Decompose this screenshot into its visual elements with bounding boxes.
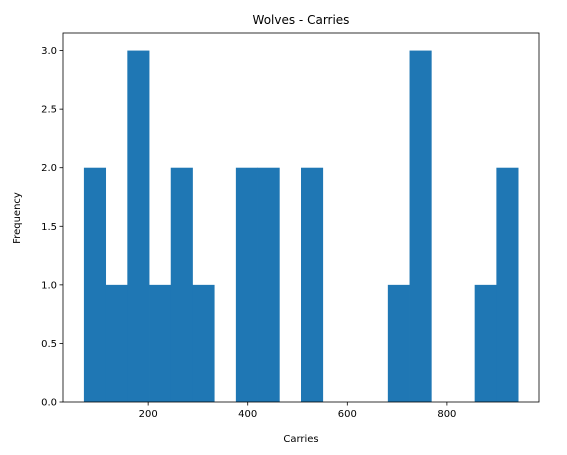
bars-group bbox=[83, 50, 519, 402]
y-axis-ticks: 0.0 0.5 1.0 1.5 2.0 2.5 3.0 bbox=[41, 46, 63, 409]
y-tick-label: 1.0 bbox=[41, 280, 57, 291]
histogram-bar bbox=[409, 50, 432, 402]
x-tick-label: 200 bbox=[139, 409, 158, 420]
histogram-bar bbox=[387, 284, 410, 402]
histogram-bar bbox=[127, 50, 150, 402]
histogram-bar bbox=[474, 284, 497, 402]
histogram-bar bbox=[105, 284, 128, 402]
y-tick-label: 2.5 bbox=[41, 105, 57, 116]
y-tick-label: 2.0 bbox=[41, 163, 57, 174]
x-tick-label: 800 bbox=[437, 409, 456, 420]
histogram-bar bbox=[257, 167, 280, 402]
x-tick-label: 600 bbox=[338, 409, 357, 420]
histogram-bar bbox=[496, 167, 519, 402]
histogram-bar bbox=[149, 284, 172, 402]
chart-title: Wolves - Carries bbox=[253, 13, 350, 27]
histogram-bar bbox=[301, 167, 324, 402]
histogram-bar bbox=[170, 167, 193, 402]
y-tick-label: 3.0 bbox=[41, 46, 57, 57]
histogram-bar bbox=[83, 167, 107, 402]
x-axis-ticks: 200 400 600 800 bbox=[139, 402, 456, 420]
y-tick-label: 0.0 bbox=[41, 398, 57, 409]
x-tick-label: 400 bbox=[238, 409, 257, 420]
histogram-bar bbox=[192, 284, 215, 402]
x-axis-label: Carries bbox=[283, 434, 318, 445]
y-tick-label: 0.5 bbox=[41, 339, 57, 350]
histogram-bar bbox=[235, 167, 258, 402]
y-tick-label: 1.5 bbox=[41, 222, 57, 233]
y-axis-label: Frequency bbox=[12, 192, 23, 244]
plot-frame bbox=[62, 32, 540, 403]
